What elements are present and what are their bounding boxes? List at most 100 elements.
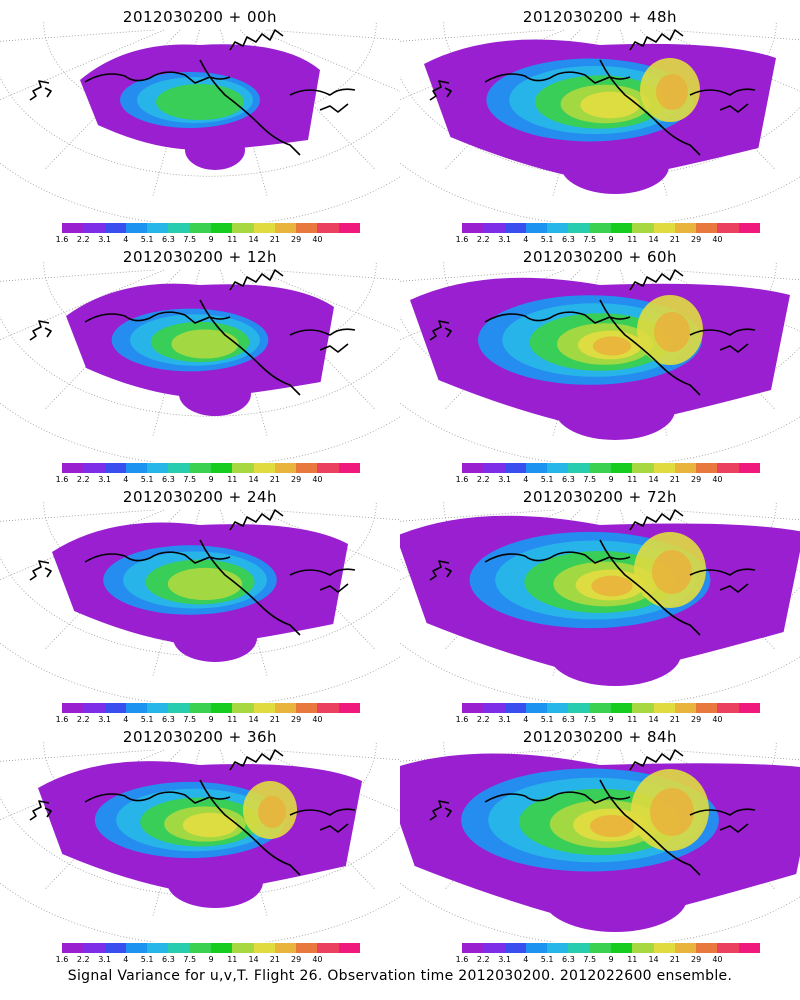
colorbar-swatch [547, 463, 569, 473]
colorbar-tick-label: 5.1 [140, 235, 154, 244]
colorbar-swatch [610, 943, 633, 953]
colorbar-swatch [210, 463, 233, 473]
colorbar-tick-label: 9 [608, 955, 614, 964]
colorbar-swatch [738, 943, 760, 953]
colorbar-swatch [483, 223, 505, 233]
colorbar-swatch [610, 703, 633, 713]
colorbar-tick-label: 1.6 [55, 475, 69, 484]
colorbar-tick-label: 5.1 [540, 955, 554, 964]
map-panel: 2012030200 + 84h 1.6 2.2 3.1 4 5.1 6.3 7.5 9 11 14… [400, 720, 800, 964]
colorbar-swatch [168, 703, 190, 713]
panel-title: 2012030200 + 24h [122, 488, 278, 506]
colorbar-swatch [147, 943, 169, 953]
colorbar-tick-label: 9 [208, 955, 214, 964]
colorbar-tick-label: 3.1 [98, 235, 111, 244]
colorbar-swatch [210, 223, 233, 233]
variance-field [424, 39, 776, 194]
colorbar-tick-label: 7.5 [583, 955, 597, 964]
colorbar-tick-label: 6.3 [562, 235, 575, 244]
colorbar-swatch [547, 703, 569, 713]
colorbar-tick-label: 3.1 [98, 475, 111, 484]
colorbar-tick-label: 14 [648, 235, 659, 244]
colorbar-swatch [589, 223, 611, 233]
colorbar-tick-label: 5.1 [140, 955, 154, 964]
colorbar-swatch [338, 463, 360, 473]
colorbar-swatch [296, 463, 318, 473]
colorbar-tick-label: 7.5 [183, 235, 197, 244]
colorbar-tick-label: 11 [227, 955, 238, 964]
colorbar-tick-label: 6.3 [162, 715, 175, 724]
colorbar-swatch [462, 703, 484, 713]
colorbar-labels: 1.6 2.2 3.1 4 5.1 6.3 7.5 9 11 14 21 29 40 [450, 955, 772, 965]
colorbar-swatch [232, 943, 254, 953]
colorbar-tick-label: 3.1 [498, 235, 511, 244]
forecast-map [400, 262, 800, 462]
colorbar-tick-label: 7.5 [183, 475, 197, 484]
colorbar-tick-label: 14 [648, 715, 659, 724]
colorbar-tick-label: 7.5 [583, 715, 597, 724]
colorbar-swatch [232, 223, 254, 233]
map-panel: 2012030200 + 36h 1.6 2.2 3.1 4 5.1 6.3 7.5 9 11 14… [0, 720, 400, 964]
colorbar-tick-label: 9 [608, 235, 614, 244]
colorbar-swatch [189, 223, 211, 233]
colorbar-swatch [338, 943, 360, 953]
colorbar-tick-label: 11 [227, 475, 238, 484]
colorbar-tick-label: 5.1 [540, 715, 554, 724]
colorbar-swatch [632, 463, 654, 473]
colorbar-tick-label: 7.5 [583, 475, 597, 484]
colorbar-tick-label: 14 [248, 955, 259, 964]
colorbar-tick-label: 29 [691, 955, 702, 964]
colorbar-tick-label: 3.1 [98, 715, 111, 724]
colorbar-swatch [338, 703, 360, 713]
colorbar-swatch [125, 223, 148, 233]
colorbar-swatch [483, 703, 505, 713]
colorbar-tick-label: 21 [669, 955, 680, 964]
colorbar [462, 703, 760, 713]
colorbar-swatch [253, 463, 275, 473]
colorbar-swatch [696, 943, 718, 953]
colorbar-swatch [547, 943, 569, 953]
colorbar-swatch [568, 703, 590, 713]
colorbar-tick-label: 2.2 [76, 955, 90, 964]
colorbar-tick-label: 29 [291, 475, 302, 484]
colorbar-swatch [62, 223, 84, 233]
map-panel: 2012030200 + 00h 1.6 2.2 3.1 4 5.1 6.3 7.5 9 11 14… [0, 0, 400, 244]
colorbar-swatch [717, 943, 739, 953]
colorbar-swatch [525, 703, 548, 713]
colorbar-tick-label: 5.1 [540, 235, 554, 244]
colorbar-tick-label: 9 [208, 475, 214, 484]
coastline [429, 749, 756, 876]
variance-field [52, 522, 348, 662]
colorbar-tick-label: 40 [312, 715, 323, 724]
panel-title: 2012030200 + 36h [122, 728, 278, 746]
colorbar-swatch [253, 703, 275, 713]
colorbar-tick-label: 4 [523, 715, 529, 724]
colorbar-tick-label: 4 [123, 475, 129, 484]
colorbar-swatch [168, 943, 190, 953]
colorbar-tick-label: 1.6 [55, 955, 69, 964]
colorbar-swatch [525, 463, 548, 473]
colorbar-tick-label: 11 [627, 955, 638, 964]
figure-caption: Signal Variance for u,v,T. Flight 26. Ob… [67, 968, 733, 984]
colorbar-swatch [632, 943, 654, 953]
colorbar-labels: 1.6 2.2 3.1 4 5.1 6.3 7.5 9 11 14 21 29 40 [50, 955, 372, 965]
panel-title: 2012030200 + 00h [122, 8, 278, 26]
colorbar-tick-label: 2.2 [476, 715, 490, 724]
colorbar-swatch [274, 463, 297, 473]
map-panel: 2012030200 + 12h 1.6 2.2 3.1 4 5.1 6.3 7.5 9 11 14… [0, 240, 400, 484]
forecast-map [0, 262, 400, 462]
colorbar-swatch [296, 703, 318, 713]
colorbar-swatch [674, 703, 697, 713]
forecast-map [0, 22, 400, 222]
colorbar-tick-label: 2.2 [76, 475, 90, 484]
colorbar-swatch [274, 223, 297, 233]
colorbar-tick-label: 11 [227, 235, 238, 244]
colorbar-swatch [674, 943, 697, 953]
colorbar-labels: 1.6 2.2 3.1 4 5.1 6.3 7.5 9 11 14 21 29 40 [450, 235, 772, 245]
colorbar-tick-label: 29 [291, 715, 302, 724]
colorbar-tick-label: 14 [648, 475, 659, 484]
forecast-map [400, 502, 800, 702]
colorbar-swatch [568, 943, 590, 953]
colorbar-tick-label: 21 [669, 715, 680, 724]
colorbar-tick-label: 29 [291, 235, 302, 244]
